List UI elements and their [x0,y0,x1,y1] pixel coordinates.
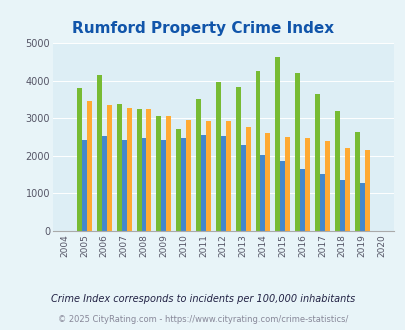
Bar [77,88,82,231]
Bar [240,145,245,231]
Bar [156,116,161,231]
Bar [255,71,260,231]
Bar [176,129,181,231]
Bar [107,105,111,231]
Bar [285,137,290,231]
Bar [294,73,299,231]
Bar [225,121,230,231]
Bar [319,174,324,231]
Bar [141,139,146,231]
Bar [334,111,339,231]
Bar [279,161,285,231]
Bar [265,133,270,231]
Text: Rumford Property Crime Index: Rumford Property Crime Index [72,21,333,36]
Bar [260,155,265,231]
Bar [181,138,185,231]
Bar [126,108,131,231]
Text: Crime Index corresponds to incidents per 100,000 inhabitants: Crime Index corresponds to incidents per… [51,294,354,304]
Bar [299,169,304,231]
Bar [146,110,151,231]
Bar [205,121,210,231]
Bar [102,136,107,231]
Bar [87,101,92,231]
Bar [200,135,205,231]
Bar [97,75,102,231]
Bar [364,150,369,231]
Text: © 2025 CityRating.com - https://www.cityrating.com/crime-statistics/: © 2025 CityRating.com - https://www.city… [58,315,347,324]
Bar [220,136,225,231]
Bar [82,140,87,231]
Bar [359,183,364,231]
Bar [339,180,344,231]
Bar [117,104,121,231]
Bar [275,57,279,231]
Bar [215,82,220,231]
Bar [245,127,250,231]
Bar [166,116,171,231]
Bar [161,140,166,231]
Bar [122,140,126,231]
Bar [344,148,349,231]
Bar [314,94,319,231]
Bar [235,87,240,231]
Bar [136,109,141,231]
Bar [196,99,200,231]
Bar [354,132,359,231]
Bar [185,120,191,231]
Bar [324,141,329,231]
Bar [304,138,309,231]
